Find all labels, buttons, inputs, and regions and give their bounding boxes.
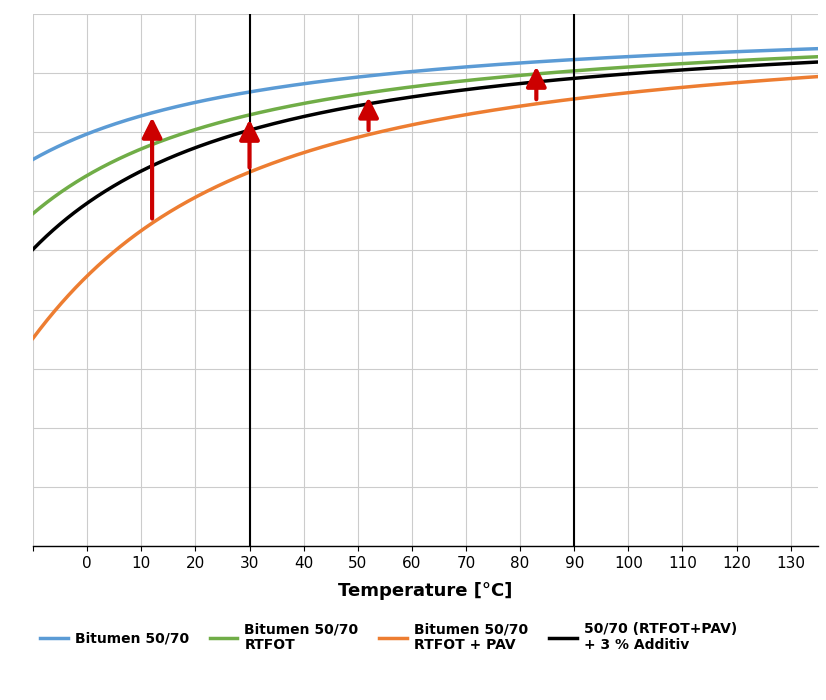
Legend: Bitumen 50/70, Bitumen 50/70
RTFOT, Bitumen 50/70
RTFOT + PAV, 50/70 (RTFOT+PAV): Bitumen 50/70, Bitumen 50/70 RTFOT, Bitu… (40, 622, 737, 652)
X-axis label: Temperature [°C]: Temperature [°C] (338, 582, 513, 600)
